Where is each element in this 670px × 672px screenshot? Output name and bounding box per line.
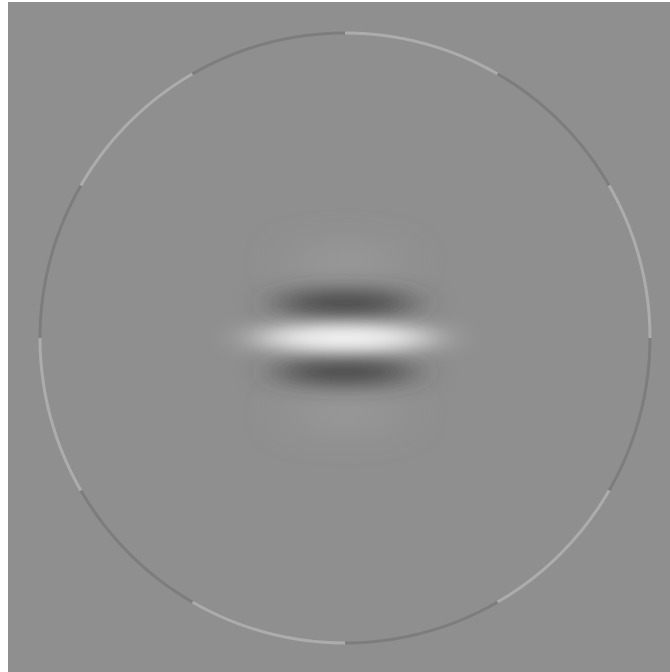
gabor-dark-band xyxy=(275,292,415,314)
ring-segment xyxy=(79,489,194,604)
ring-segment xyxy=(38,337,83,492)
gabor-faint-band xyxy=(290,398,400,430)
gabor-light-core xyxy=(290,333,400,343)
ring-segment xyxy=(191,600,346,645)
ring-segment xyxy=(38,184,83,339)
ring-segment xyxy=(496,489,611,604)
gabor-faint-band xyxy=(290,246,400,278)
ring-segment xyxy=(344,31,499,76)
ring-segment xyxy=(607,337,652,492)
gabor-patch xyxy=(250,246,440,430)
ring-segment xyxy=(496,72,611,187)
gabor-dark-band xyxy=(275,361,415,383)
ring xyxy=(38,31,652,645)
ring-segment xyxy=(79,72,194,187)
ring-segment xyxy=(191,31,346,76)
ring-segment xyxy=(344,600,499,645)
ring-segment xyxy=(607,184,652,339)
